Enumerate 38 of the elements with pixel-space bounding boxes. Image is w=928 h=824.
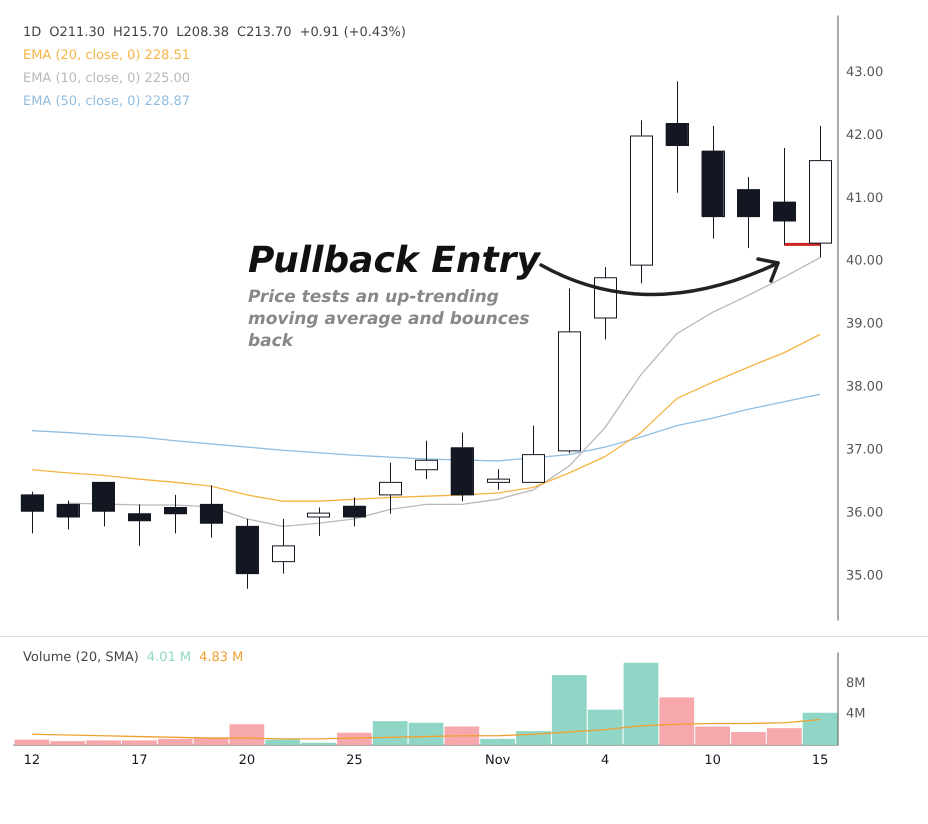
text: EMA (10, close, 0) 225.00 [23,71,190,86]
chart-title: Volume (20, SMA) [23,650,139,665]
x-tick-label: 20 [238,753,256,768]
candlestick [773,148,796,246]
text: 1D [23,25,42,40]
annotation: C213.70 [237,25,292,40]
text: 4.01 M [146,650,192,665]
annotation: O211.30 [49,25,106,40]
text: 4.83 M [199,650,244,665]
y-tick-label: 37.00 [846,442,884,458]
x-tick-label: 17 [131,753,148,768]
y-tick-label: 38.00 [846,380,884,395]
annotation: H215.70 [113,25,168,40]
y-tick-label: 36.00 [846,506,884,521]
candlestick [20,491,44,534]
text: EMA (20, close, 0) 228.51 [23,48,190,63]
annotation: Pullback Entry [248,240,540,281]
y-tick-label: 39.00 [846,316,884,332]
y-tick-label: 40.00 [846,254,884,269]
candlestick [666,80,689,194]
x-tick-label: 4 [600,753,610,768]
x-tick-label: Nov [484,753,511,768]
x-tick-label: 25 [346,753,363,768]
y-tick-label: 42.00 [846,128,884,143]
y-tick-label: 43.00 [846,64,884,80]
y-tick-label: 35.00 [846,568,884,584]
annotation: Price tests an up-trending moving average and bounces back [248,286,530,352]
bar [444,726,480,745]
x-tick-label: 15 [812,753,828,768]
y-tick-label: 4M [846,706,866,722]
x-tick-label: 12 [24,753,40,768]
annotation: +0.91 (+0.43%) [300,25,406,40]
y-tick-label: 41.00 [846,190,884,206]
y-tick-label: 8M [846,676,866,691]
text: EMA (50, close, 0) 228.87 [23,94,190,109]
x-tick-label: 10 [704,753,721,768]
bar [802,712,838,745]
annotation: L208.38 [176,25,230,40]
